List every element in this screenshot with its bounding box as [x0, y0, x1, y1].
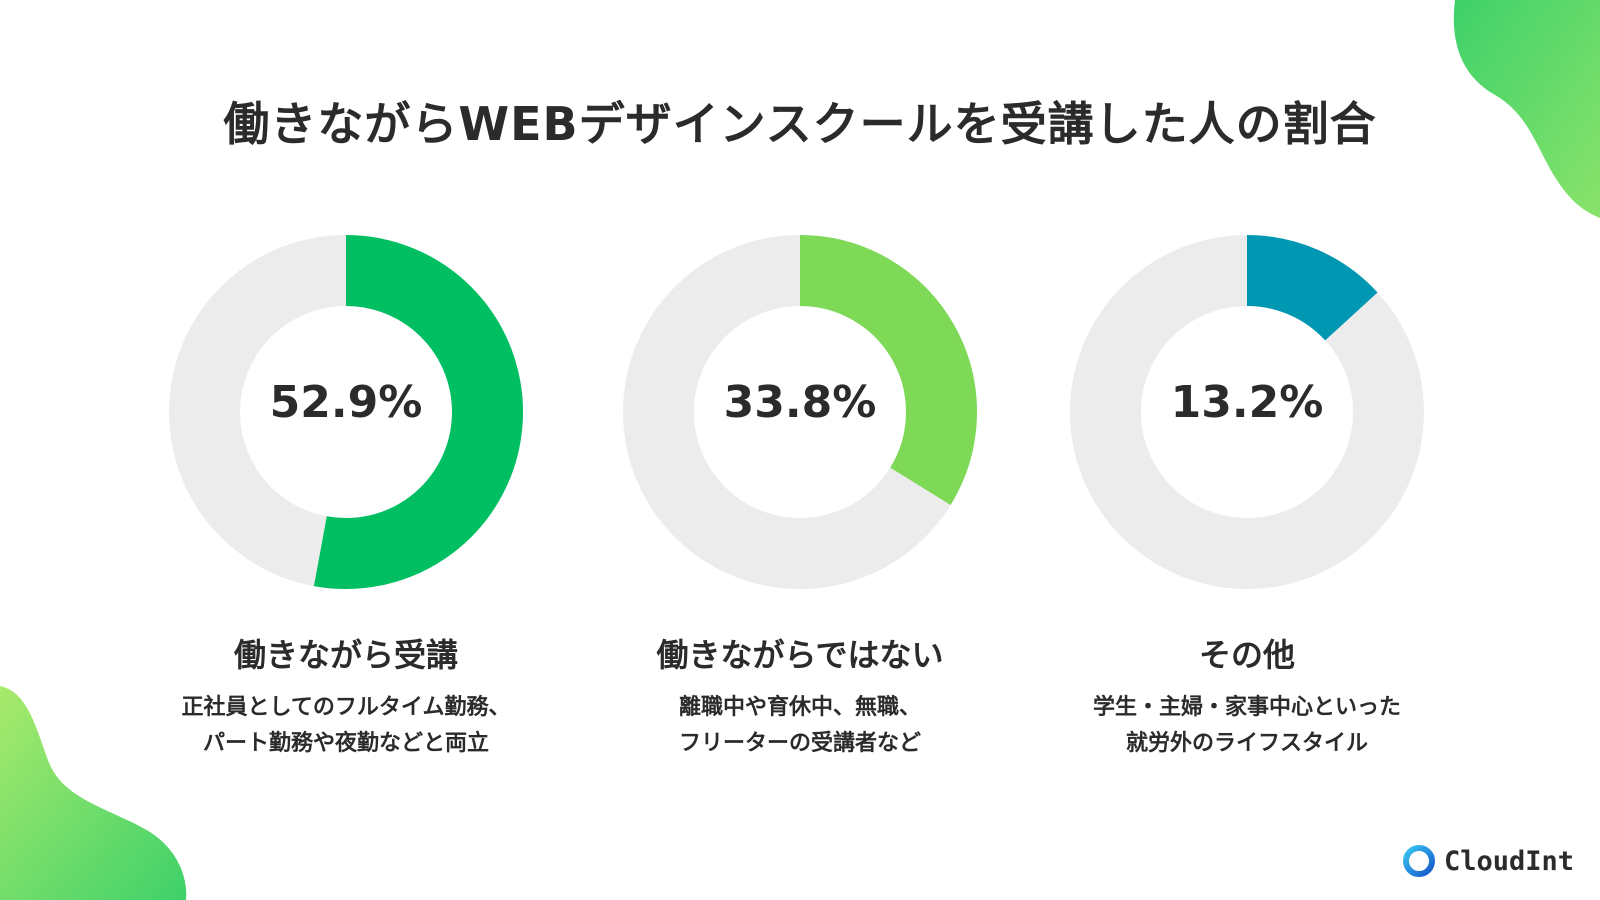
category-label-1: 働きながら受講 [233, 636, 458, 674]
description-line: 正社員としてのフルタイム勤務、 [181, 695, 511, 720]
description-line: 離職中や育休中、無職、 [678, 695, 921, 720]
description-line: 就労外のライフスタイル [1125, 731, 1368, 756]
category-description-1: 正社員としてのフルタイム勤務、 パート勤務や夜勤などと両立 [126, 690, 566, 762]
center-value-2: 33.8% [723, 377, 877, 428]
donut-segment-2 [799, 235, 977, 505]
donut-chart-2 [623, 235, 977, 589]
cloudint-logo: CloudInt [1402, 844, 1574, 878]
donut-panel-2: 33.8% 働きながらではない 離職中や育休中、無職、 フリーターの受講者など [580, 232, 1020, 762]
donut-panel-1: 52.9% 働きながら受講 正社員としてのフルタイム勤務、 パート勤務や夜勤など… [126, 232, 566, 762]
top-right-blob [1453, 0, 1600, 218]
category-description-3: 学生・主婦・家事中心といった 就労外のライフスタイル [1027, 690, 1467, 762]
chart-title: 働きながらWEBデザインスクールを受講した人の割合 [223, 97, 1377, 151]
category-label-3: その他 [1198, 636, 1295, 674]
donut-segment-1 [313, 235, 523, 589]
center-value-3: 13.2% [1170, 377, 1324, 428]
description-line: パート勤務や夜勤などと両立 [202, 731, 489, 756]
description-line: フリーターの受講者など [678, 731, 921, 756]
donut-segment-3 [1245, 235, 1378, 342]
category-label-2: 働きながらではない [656, 636, 944, 674]
bottom-left-blob [0, 686, 187, 900]
cloudint-ring-icon [1402, 845, 1435, 877]
logo-text: CloudInt [1443, 845, 1574, 877]
description-line: 学生・主婦・家事中心といった [1092, 695, 1401, 720]
donut-chart-1 [169, 235, 523, 589]
donut-panel-3: 13.2% その他 学生・主婦・家事中心といった 就労外のライフスタイル [1027, 232, 1467, 762]
center-value-1: 52.9% [269, 377, 423, 428]
category-description-2: 離職中や育休中、無職、 フリーターの受講者など [580, 690, 1020, 762]
donut-chart-3 [1070, 235, 1424, 589]
